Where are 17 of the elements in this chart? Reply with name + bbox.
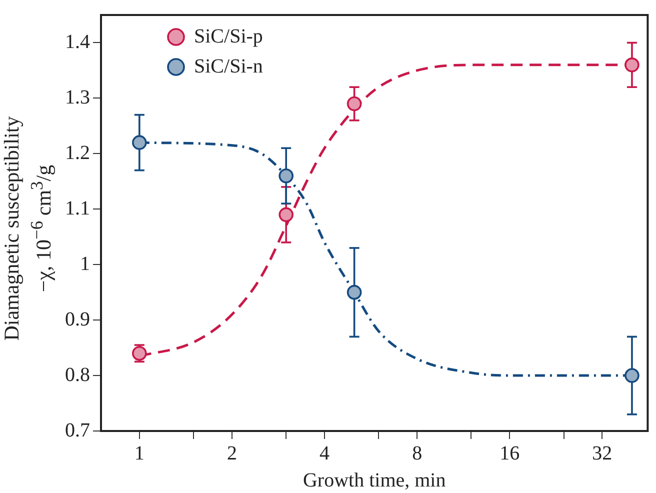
y-tick-label: 0.9 bbox=[65, 308, 90, 330]
x-axis-title: Growth time, min bbox=[302, 469, 446, 492]
x-tick-label: 16 bbox=[500, 442, 520, 464]
x-tick-label: 1 bbox=[134, 442, 144, 464]
legend-label: SiC/Si-n bbox=[194, 55, 263, 78]
y-tick-label: 1.4 bbox=[65, 30, 90, 53]
x-tick-label: 8 bbox=[412, 442, 422, 464]
x-tick-label: 4 bbox=[320, 442, 330, 464]
y-tick-label: 1.3 bbox=[65, 86, 90, 108]
y-tick-label: 1.2 bbox=[65, 142, 90, 164]
x-tick-label: 32 bbox=[592, 442, 612, 464]
y-tick-label: 0.8 bbox=[65, 364, 90, 386]
x-tick-label: 2 bbox=[226, 442, 237, 464]
legend-label: SiC/Si-p bbox=[194, 25, 263, 48]
y-tick-label: 1 bbox=[80, 252, 90, 275]
y-tick-label: 1.1 bbox=[65, 197, 90, 220]
y-tick-label: 0.7 bbox=[65, 419, 90, 442]
